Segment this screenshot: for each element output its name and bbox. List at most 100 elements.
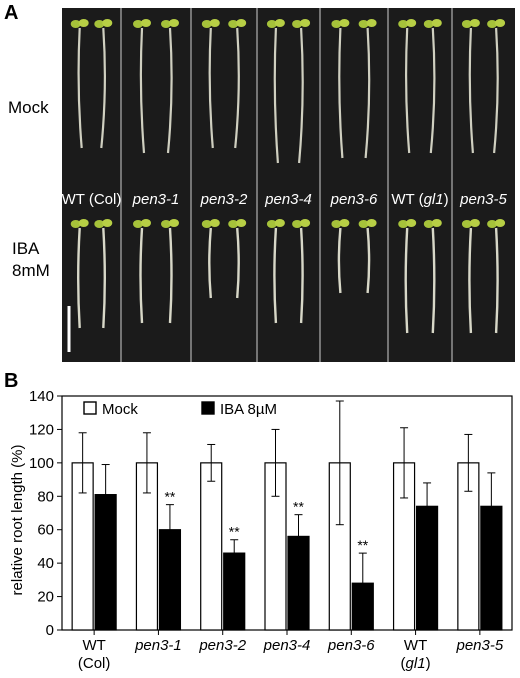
iba-seedling-root xyxy=(139,227,144,324)
legend-iba-label: IBA 8µM xyxy=(220,401,277,418)
iba-seedling-root xyxy=(168,227,173,324)
iba-row-label-2: 8mM xyxy=(12,261,50,280)
mock-seedling-cotyledon xyxy=(469,19,480,27)
iba-seedling-cotyledon xyxy=(228,220,239,228)
iba-seedling-root xyxy=(77,227,81,329)
iba-seedling-cotyledon xyxy=(339,219,350,227)
x-axis: WT(Col)pen3-1 pen3-2 pen3-4 pen3-6 WT(gl1)pe… xyxy=(78,630,504,672)
iba-seedling-cotyledon xyxy=(169,219,179,227)
mock-seedling-root xyxy=(429,27,436,154)
iba-seedling-root xyxy=(366,227,371,294)
mock-seedling-cotyledon xyxy=(133,20,143,28)
iba-seedling-root xyxy=(494,227,499,334)
mock-seedling-cotyledon xyxy=(431,19,442,27)
iba-seedling-root xyxy=(299,227,304,324)
x-tick-label: WT xyxy=(82,637,105,654)
iba-seedling-cotyledon xyxy=(94,220,105,228)
mock-seedling-cotyledon xyxy=(209,19,220,27)
x-tick-label: WT xyxy=(404,637,427,654)
iba-seedling-cotyledon xyxy=(133,220,143,228)
mock-seedling-cotyledon xyxy=(461,20,472,28)
mock-seedling-cotyledon xyxy=(266,20,277,28)
mock-seedling-root xyxy=(273,27,279,164)
x-tick-label: pen3-5 xyxy=(455,637,503,654)
mock-seedling-root xyxy=(493,27,499,154)
iba-seedling-cotyledon xyxy=(469,219,480,227)
iba-seedling-root xyxy=(208,227,212,299)
mock-seedling-cotyledon xyxy=(406,19,417,27)
mock-seedling-cotyledon xyxy=(161,20,171,28)
iba-seedling-root xyxy=(236,227,240,299)
iba-seedling-cotyledon xyxy=(201,220,212,228)
iba-seedling-root xyxy=(102,227,106,329)
mock-seedling-cotyledon xyxy=(398,20,409,28)
photo-columns xyxy=(70,8,506,362)
iba-seedling-cotyledon xyxy=(209,219,220,227)
mock-seedling-cotyledon xyxy=(358,20,369,28)
mock-seedling-cotyledon xyxy=(487,20,498,28)
legend-iba-swatch xyxy=(201,401,215,415)
y-tick-label: 100 xyxy=(29,455,54,472)
iba-seedling-cotyledon xyxy=(70,220,81,228)
genotype-label: pen3-1 xyxy=(132,191,180,208)
iba-seedling-cotyledon xyxy=(102,219,113,227)
legend-mock-label: Mock xyxy=(102,401,138,418)
seedling-photo-panel: WT (Col) pen3-1 pen3-2 pen3-4 pen3-6 WT (gl1)… xyxy=(62,8,515,362)
panel-b-letter: B xyxy=(4,370,19,392)
y-tick-label: 40 xyxy=(37,555,54,572)
significance-marker: ** xyxy=(357,537,368,553)
panel-a-letter: A xyxy=(4,2,19,24)
mock-seedling-cotyledon xyxy=(70,20,81,28)
y-tick-label: 140 xyxy=(29,388,54,405)
iba-seedling-root xyxy=(273,227,278,324)
genotype-label: pen3-5 xyxy=(459,191,507,208)
iba-seedling-cotyledon xyxy=(431,219,442,227)
iba-seedling-cotyledon xyxy=(398,220,409,228)
mock-seedling-cotyledon xyxy=(78,19,89,27)
genotype-label: pen3-6 xyxy=(330,191,378,208)
mock-seedling-root xyxy=(364,27,371,159)
iba-seedling-cotyledon xyxy=(292,220,303,228)
mock-seedling-cotyledon xyxy=(339,19,350,27)
mock-seedling-root xyxy=(166,27,173,154)
x-tick-label-line2: (Col) xyxy=(78,655,111,672)
y-tick-label: 20 xyxy=(37,589,54,606)
mock-seedling-cotyledon xyxy=(141,19,151,27)
y-axis-label: relative root length (%) xyxy=(9,445,26,596)
photo-background xyxy=(62,8,515,362)
mock-seedling-root xyxy=(139,27,146,154)
mock-seedling-cotyledon xyxy=(228,20,239,28)
iba-seedling-root xyxy=(431,227,436,334)
mock-seedling-cotyledon xyxy=(495,19,506,27)
x-tick-label: pen3-1 xyxy=(134,637,182,654)
iba-row-label-1: IBA xyxy=(12,239,40,258)
legend: Mock IBA 8µM xyxy=(83,401,277,418)
iba-seedling-cotyledon xyxy=(358,220,369,228)
y-tick-label: 80 xyxy=(37,488,54,505)
mock-seedling-cotyledon xyxy=(201,20,212,28)
iba-seedling-cotyledon xyxy=(331,220,342,228)
iba-seedling-cotyledon xyxy=(406,219,417,227)
x-tick-label: pen3-4 xyxy=(263,637,311,654)
significance-marker: ** xyxy=(164,489,175,505)
mock-seedling-cotyledon xyxy=(94,20,105,28)
genotype-label: WT (Col) xyxy=(62,191,121,208)
iba-seedling-cotyledon xyxy=(161,220,171,228)
mock-seedling-cotyledon xyxy=(236,19,247,27)
mock-seedling-cotyledon xyxy=(102,19,113,27)
y-tick-label: 0 xyxy=(46,622,54,639)
significance-marker: ** xyxy=(293,499,304,515)
iba-seedling-cotyledon xyxy=(423,220,434,228)
significance-marker: ** xyxy=(229,524,240,540)
genotype-label: pen3-4 xyxy=(264,191,312,208)
mock-seedling-cotyledon xyxy=(423,20,434,28)
mock-seedling-cotyledon xyxy=(366,19,377,27)
mock-bar xyxy=(200,462,223,631)
mock-seedling-root xyxy=(468,27,474,154)
genotype-label-row: WT (Col) pen3-1 pen3-2 pen3-4 pen3-6 WT (gl1)… xyxy=(62,191,508,208)
plot-frame xyxy=(61,395,513,631)
y-tick-label: 120 xyxy=(29,421,54,438)
mock-seedling-root xyxy=(208,27,214,149)
iba-seedling-root xyxy=(337,227,342,294)
iba-seedling-cotyledon xyxy=(495,219,506,227)
